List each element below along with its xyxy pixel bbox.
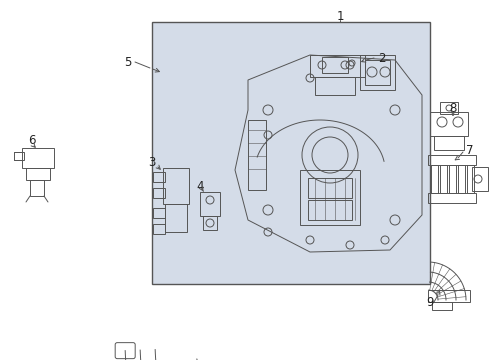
Bar (430, 112, 468, 136)
Text: 8: 8 (449, 102, 457, 114)
Bar (300, 170, 360, 225)
Bar (365, 60, 390, 85)
Bar (449, 165, 456, 193)
Bar (432, 302, 452, 310)
Bar (152, 22, 430, 284)
Bar (428, 193, 476, 203)
Text: 9: 9 (426, 296, 434, 309)
Text: 7: 7 (466, 144, 474, 157)
Bar (308, 200, 352, 220)
Bar (153, 224, 165, 234)
Text: 1: 1 (336, 9, 344, 22)
Bar (200, 192, 220, 216)
Bar (360, 55, 395, 90)
Bar (163, 168, 189, 204)
Bar (30, 180, 44, 196)
Text: 6: 6 (28, 134, 36, 147)
Bar (203, 216, 217, 230)
Bar (308, 178, 352, 198)
Bar (153, 208, 165, 218)
Bar (153, 172, 165, 182)
Bar (428, 155, 476, 165)
Bar (434, 136, 464, 150)
Bar (248, 120, 266, 190)
Text: 5: 5 (124, 55, 132, 68)
Bar (440, 102, 458, 114)
Bar (322, 57, 348, 73)
Bar (14, 152, 24, 160)
Bar (472, 167, 488, 191)
Bar (22, 148, 54, 168)
Bar (458, 165, 465, 193)
Bar (440, 165, 447, 193)
Text: 4: 4 (196, 180, 204, 193)
Bar (428, 290, 470, 302)
Text: 3: 3 (148, 156, 156, 168)
Bar (431, 165, 438, 193)
Bar (165, 204, 187, 232)
Bar (315, 77, 355, 95)
Bar (153, 188, 165, 198)
Text: 2: 2 (378, 51, 386, 64)
Bar (467, 165, 474, 193)
Bar (310, 55, 365, 77)
Bar (26, 168, 50, 180)
